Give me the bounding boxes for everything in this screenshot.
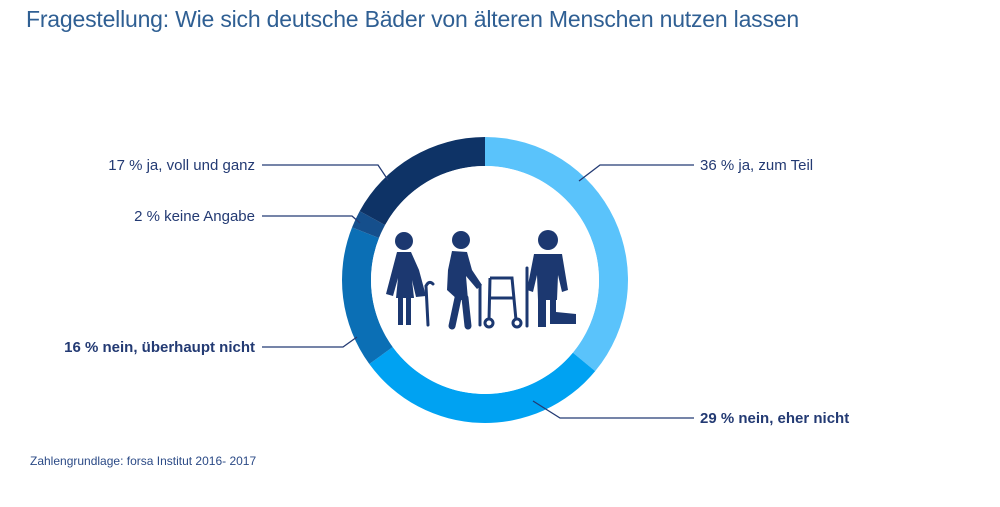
walker-icon [483,276,523,329]
man-with-cane-icon [447,231,482,330]
slice-labels: 36 % ja, zum Teil 29 % nein, eher nicht 16… [64,157,849,427]
chart-title: Fragestellung: Wie sich deutsche Bäder v… [26,6,799,32]
donut-hole [371,166,599,394]
donut-slice [352,211,386,239]
donut-slice [341,227,393,365]
donut-slices [341,137,628,424]
slice-label: 16 % nein, überhaupt nicht [64,339,255,356]
source-note: Zahlengrundlage: forsa Institut 2016- 20… [30,454,257,468]
woman-with-cane-icon [386,232,435,327]
slice-label: 2 % keine Angabe [134,208,255,225]
leader-line [262,164,389,181]
slice-label: 29 % nein, eher nicht [700,410,849,427]
slice-label: 36 % ja, zum Teil [700,157,813,174]
leader-line [578,164,694,182]
leader-lines [262,164,694,419]
leader-line [262,336,358,348]
man-with-crutch-icon [525,230,576,328]
leader-line [262,215,361,224]
elderly-people-icon [386,230,576,330]
leader-line [532,400,694,419]
donut-slice [359,137,485,226]
donut-slice [485,137,628,372]
slice-label: 17 % ja, voll und ganz [108,157,255,174]
